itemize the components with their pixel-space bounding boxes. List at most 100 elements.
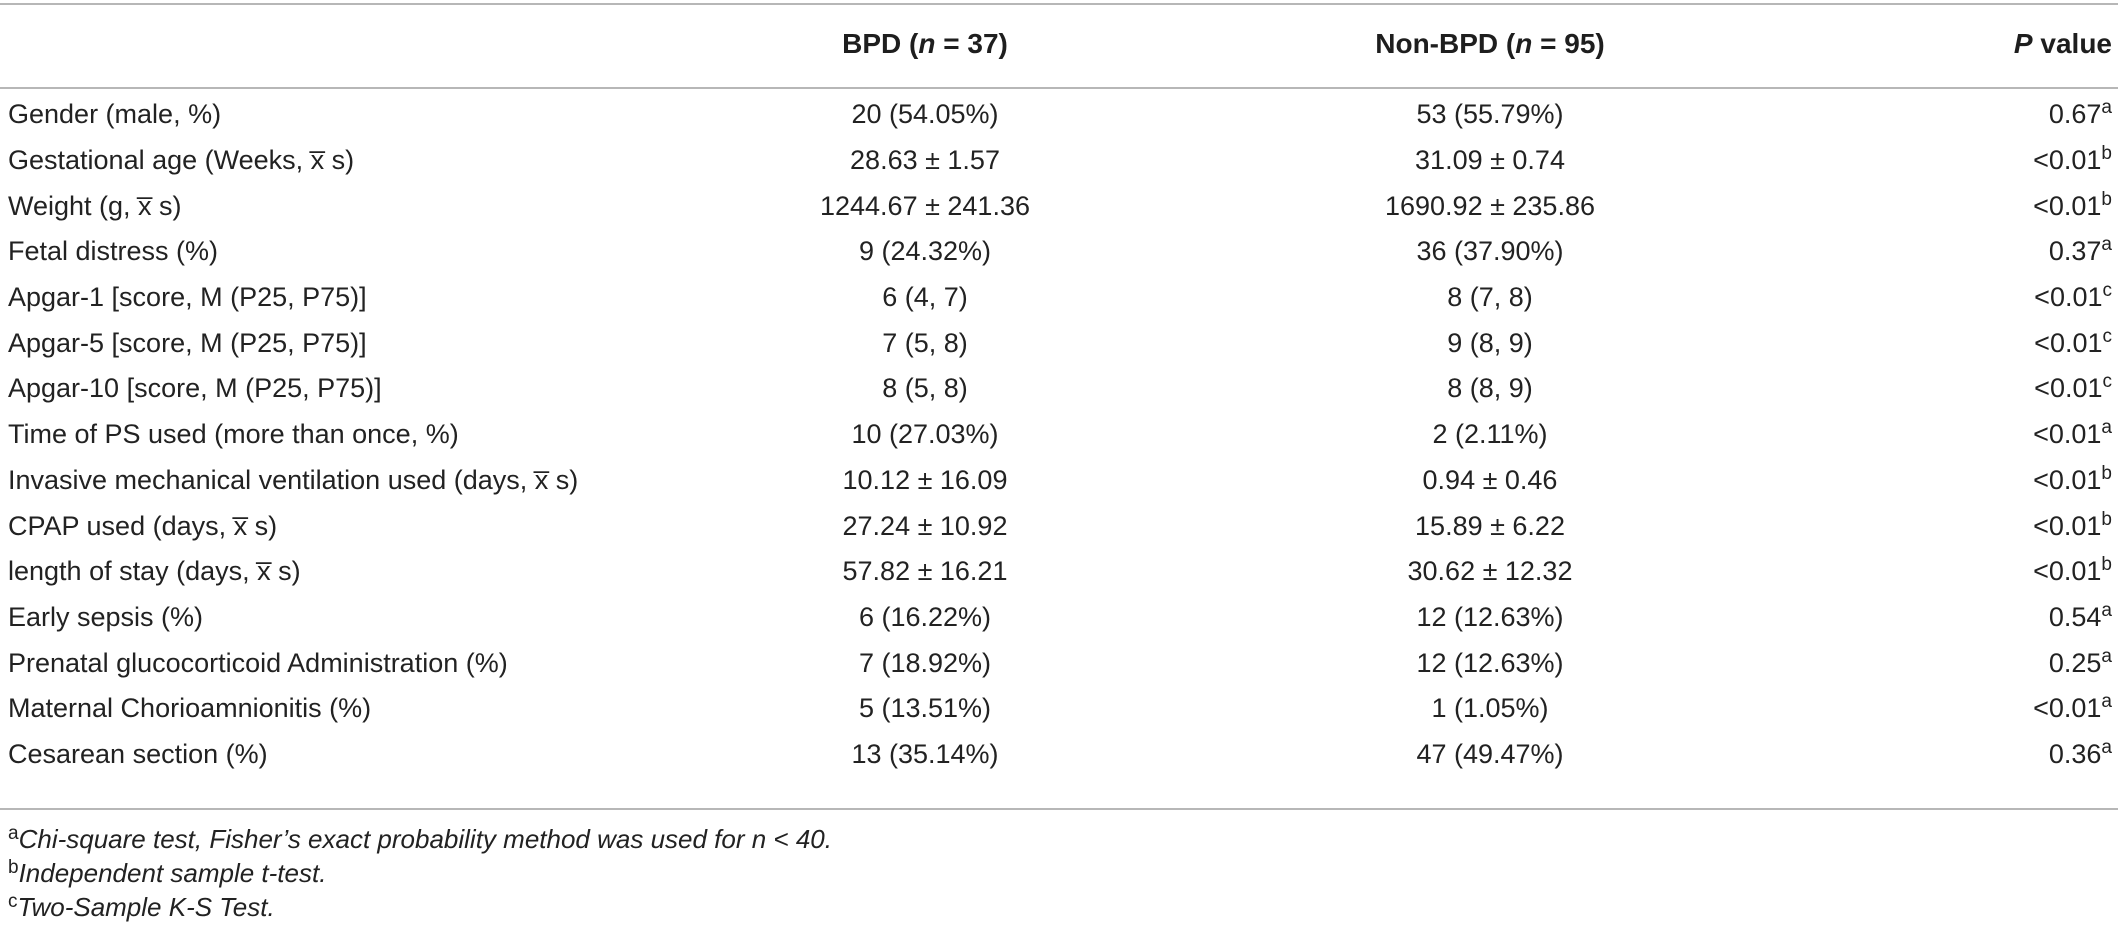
p-value-test-mark: b: [2101, 188, 2112, 210]
table-row: Apgar-5 [score, M (P25, P75)] 7 (5, 8) 9 (…: [0, 320, 2118, 366]
p-value-cell: <0.01c: [1830, 366, 2118, 412]
non-bpd-value: 8 (8, 9): [1447, 373, 1533, 404]
p-value-test-mark: c: [2102, 325, 2113, 347]
p-value-cell: <0.01b: [1830, 458, 2118, 504]
p-value: <0.01: [2033, 419, 2102, 450]
footnote-b: bIndependent sample t-test.: [8, 856, 832, 890]
p-value-cell: 0.36a: [1830, 732, 2118, 778]
comparison-table: BPD (n = 37) Non-BPD (n = 95) P value Ge…: [0, 0, 2118, 777]
header-p-rest: value: [2032, 28, 2112, 59]
row-label: Apgar-10 [score, M (P25, P75)]: [8, 373, 382, 404]
non-bpd-value: 30.62 ± 12.32: [1407, 556, 1573, 587]
p-value-cell: <0.01b: [1830, 183, 2118, 229]
bpd-value: 20 (54.05%): [851, 99, 999, 130]
non-bpd-value: 36 (37.90%): [1416, 236, 1564, 267]
table-row: Apgar-1 [score, M (P25, P75)] 6 (4, 7) 8 (…: [0, 275, 2118, 321]
p-value: 0.54: [2048, 601, 2102, 632]
footnote-mark: c: [8, 891, 18, 912]
p-value-test-mark: a: [2101, 736, 2112, 758]
p-value: <0.01: [2033, 190, 2102, 221]
bpd-value: 13 (35.14%): [851, 738, 999, 769]
p-value: 0.67: [2048, 99, 2102, 130]
p-value-cell: <0.01c: [1830, 320, 2118, 366]
bpd-value: 7 (5, 8): [882, 327, 968, 358]
footnote-text: Chi-square test, Fisher’s exact probabil…: [18, 824, 832, 854]
row-label: Gender (male, %): [8, 99, 222, 130]
p-value: <0.01: [2033, 556, 2102, 587]
bpd-value: 28.63 ± 1.57: [850, 145, 1000, 176]
p-value: <0.01: [2033, 464, 2102, 495]
table-row: Prenatal glucocorticoid Administration (…: [0, 640, 2118, 686]
non-bpd-value: 1690.92 ± 235.86: [1384, 190, 1595, 221]
footnote-mark: a: [8, 823, 19, 844]
footnote-c: cTwo-Sample K-S Test.: [8, 890, 832, 924]
non-bpd-value: 15.89 ± 6.22: [1415, 510, 1565, 541]
p-value: <0.01: [2034, 327, 2103, 358]
row-label: Time of PS used (more than once, %): [8, 419, 459, 450]
p-value-cell: <0.01b: [1830, 503, 2118, 549]
p-value: <0.01: [2033, 510, 2102, 541]
p-value: 0.37: [2048, 236, 2102, 267]
table-body: Gender (male, %) 20 (54.05%) 53 (55.79%) 0.…: [0, 88, 2118, 777]
row-label: Fetal distress (%): [8, 236, 219, 267]
table-row: Fetal distress (%) 9 (24.32%) 36 (37.90%) 0…: [0, 229, 2118, 275]
non-bpd-value: 2 (2.11%): [1432, 419, 1548, 450]
non-bpd-value: 12 (12.63%): [1416, 601, 1564, 632]
p-value-cell: <0.01b: [1830, 138, 2118, 184]
header-bpd: BPD (n = 37): [700, 0, 1150, 88]
header-non-bpd-main: Non-BPD (: [1375, 28, 1516, 59]
footnote-text: Independent sample t-test.: [18, 858, 327, 888]
bpd-value: 7 (18.92%): [858, 647, 992, 678]
header-bpd-main: BPD (: [842, 28, 919, 59]
non-bpd-value: 12 (12.63%): [1416, 647, 1564, 678]
row-label: Apgar-1 [score, M (P25, P75)]: [8, 282, 367, 313]
p-value-test-mark: a: [2101, 417, 2112, 439]
bpd-value: 6 (16.22%): [858, 601, 992, 632]
bpd-value: 6 (4, 7): [882, 282, 968, 313]
p-value: 0.36: [2048, 738, 2102, 769]
p-value-test-mark: a: [2101, 234, 2112, 256]
table-row: Gestational age (Weeks, x̅ s) 28.63 ± 1.5…: [0, 138, 2118, 184]
header-bpd-rest: = 37): [935, 28, 1008, 59]
bpd-value: 57.82 ± 16.21: [842, 556, 1008, 587]
non-bpd-value: 47 (49.47%): [1416, 738, 1564, 769]
table-row: Early sepsis (%) 6 (16.22%) 12 (12.63%) 0.5…: [0, 595, 2118, 641]
p-value-cell: <0.01a: [1830, 686, 2118, 732]
row-label: Early sepsis (%): [8, 601, 204, 632]
non-bpd-value: 53 (55.79%): [1416, 99, 1564, 130]
table-row: Maternal Chorioamnionitis (%) 5 (13.51%) 1…: [0, 686, 2118, 732]
row-label: Weight (g, x̅ s): [8, 190, 182, 221]
header-bpd-var: n: [918, 28, 936, 59]
table-row: Time of PS used (more than once, %) 10 (2…: [0, 412, 2118, 458]
row-label: Gestational age (Weeks, x̅ s): [8, 145, 355, 176]
p-value-test-mark: c: [2102, 371, 2113, 393]
header-rule: [0, 87, 2118, 89]
p-value-cell: 0.54a: [1830, 595, 2118, 641]
footnote-a: aChi-square test, Fisher’s exact probabi…: [8, 822, 832, 856]
row-label: Invasive mechanical ventilation used (da…: [8, 464, 579, 495]
header-p-value: P value: [1830, 0, 2118, 88]
p-value-cell: <0.01c: [1830, 275, 2118, 321]
non-bpd-value: 0.94 ± 0.46: [1422, 464, 1558, 495]
p-value: <0.01: [2034, 282, 2103, 313]
p-value-test-mark: a: [2101, 691, 2112, 713]
bpd-value: 9 (24.32%): [858, 236, 992, 267]
p-value-cell: 0.67a: [1830, 88, 2118, 138]
row-label: length of stay (days, x̅ s): [8, 556, 301, 587]
bpd-value: 10 (27.03%): [851, 419, 999, 450]
table-row: Gender (male, %) 20 (54.05%) 53 (55.79%) 0.…: [0, 88, 2118, 138]
p-value-cell: <0.01a: [1830, 412, 2118, 458]
p-value-cell: 0.37a: [1830, 229, 2118, 275]
header-non-bpd: Non-BPD (n = 95): [1150, 0, 1830, 88]
p-value-test-mark: a: [2101, 97, 2112, 119]
p-value: <0.01: [2034, 373, 2103, 404]
header-non-bpd-rest: = 95): [1532, 28, 1605, 59]
table-row: Invasive mechanical ventilation used (da…: [0, 458, 2118, 504]
row-label: Maternal Chorioamnionitis (%): [8, 693, 372, 724]
p-value-cell: 0.25a: [1830, 640, 2118, 686]
p-value: 0.25: [2048, 647, 2102, 678]
header-row: BPD (n = 37) Non-BPD (n = 95) P value: [0, 0, 2118, 88]
non-bpd-value: 1 (1.05%): [1431, 693, 1549, 724]
top-rule: [0, 3, 2118, 5]
